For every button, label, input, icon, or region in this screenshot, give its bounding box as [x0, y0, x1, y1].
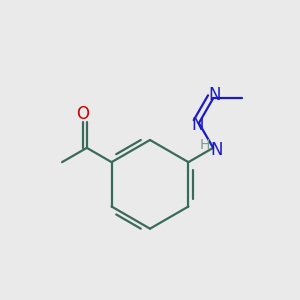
Text: H: H: [200, 138, 210, 152]
Text: N: N: [191, 116, 204, 134]
Text: O: O: [76, 104, 89, 122]
Text: N: N: [208, 86, 221, 104]
Text: N: N: [210, 141, 223, 159]
